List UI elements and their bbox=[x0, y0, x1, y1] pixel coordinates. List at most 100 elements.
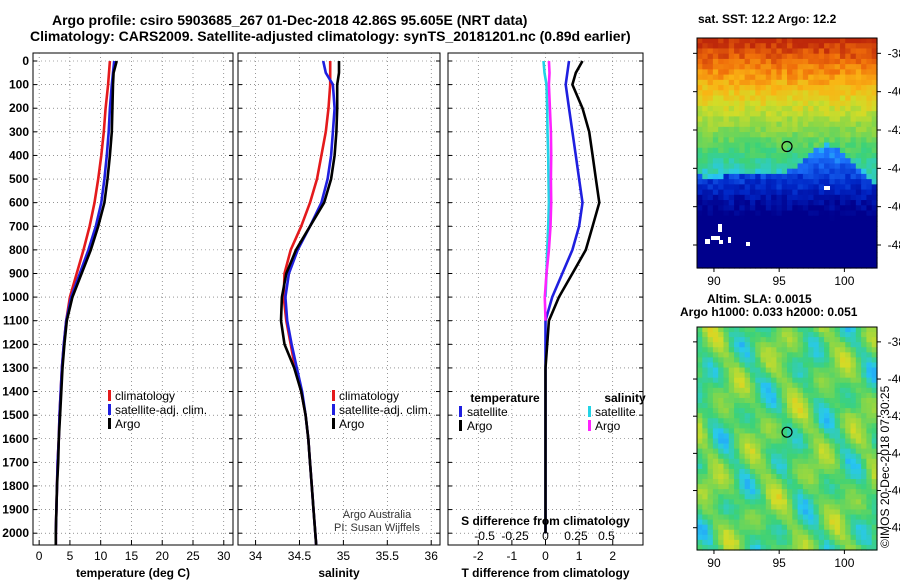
map-cell bbox=[797, 241, 804, 248]
map-cell bbox=[744, 463, 751, 470]
map-cell bbox=[734, 413, 740, 419]
map-cell bbox=[760, 377, 767, 384]
map-cell bbox=[718, 210, 725, 217]
map-cell bbox=[792, 428, 799, 435]
map-cell bbox=[871, 504, 878, 511]
map-cell bbox=[818, 205, 825, 212]
map-cell bbox=[718, 95, 725, 102]
map-cell bbox=[813, 158, 820, 165]
map-cell bbox=[776, 499, 783, 505]
map-cell bbox=[855, 362, 862, 369]
map-cell bbox=[855, 392, 862, 399]
map-cell bbox=[712, 252, 719, 259]
map-cell bbox=[845, 90, 852, 97]
map-cell bbox=[855, 387, 862, 394]
map-cell bbox=[802, 116, 809, 123]
map-cell bbox=[728, 448, 735, 455]
map-cell bbox=[771, 357, 778, 364]
map-cell bbox=[765, 142, 772, 149]
ytick-label: 400 bbox=[9, 148, 29, 162]
map-cell bbox=[728, 142, 735, 149]
map-cell bbox=[834, 173, 841, 180]
map-cell bbox=[765, 158, 772, 165]
map-cell bbox=[839, 58, 846, 65]
map-cell bbox=[787, 473, 793, 480]
map-cell bbox=[818, 257, 825, 264]
map-cell bbox=[744, 347, 751, 353]
map-cell bbox=[702, 473, 709, 480]
map-cell bbox=[765, 418, 772, 424]
map-cell bbox=[871, 423, 878, 429]
map-cell bbox=[792, 257, 799, 264]
map-cell bbox=[813, 231, 820, 238]
map-cell bbox=[792, 539, 799, 546]
map-cell bbox=[749, 408, 756, 414]
map-cell bbox=[855, 226, 862, 233]
legend-label: satellite-adj. clim. bbox=[115, 403, 207, 417]
map-cell bbox=[861, 484, 868, 490]
map-cell bbox=[787, 226, 793, 233]
map-cell bbox=[802, 132, 809, 138]
map-cell bbox=[734, 126, 740, 133]
map-cell bbox=[871, 90, 878, 97]
map-cell bbox=[818, 443, 825, 450]
map-ytick-label: -46 bbox=[888, 200, 900, 214]
map-cell bbox=[712, 377, 719, 384]
map-cell bbox=[813, 132, 820, 138]
map-cell bbox=[771, 126, 778, 133]
series-line-climatology bbox=[54, 60, 112, 545]
map-cell bbox=[845, 448, 852, 455]
map-group-sla-map bbox=[697, 327, 878, 551]
map-cell bbox=[728, 231, 735, 238]
map-cell bbox=[771, 200, 778, 206]
map-cell bbox=[787, 458, 793, 465]
map-cell bbox=[802, 484, 809, 490]
map-cell bbox=[834, 519, 841, 526]
map-cell bbox=[834, 347, 841, 353]
map-cell bbox=[792, 163, 799, 170]
map-cell bbox=[855, 90, 862, 97]
map-cell bbox=[749, 362, 756, 369]
map-cell bbox=[712, 443, 719, 450]
map-cell bbox=[829, 392, 836, 399]
map-cell bbox=[802, 142, 809, 149]
map-cell bbox=[787, 453, 793, 460]
map-cell bbox=[749, 438, 756, 445]
map-cell bbox=[808, 423, 815, 429]
map-cell bbox=[765, 337, 772, 343]
map-cell bbox=[861, 64, 868, 70]
map-cell bbox=[792, 147, 799, 154]
map-cell bbox=[850, 357, 857, 364]
map-cell bbox=[712, 403, 719, 409]
map-cell bbox=[702, 519, 709, 526]
map-cell bbox=[845, 458, 852, 465]
map-cell bbox=[855, 74, 862, 81]
map-cell bbox=[781, 121, 788, 128]
map-cell bbox=[755, 458, 762, 465]
map-cell bbox=[728, 85, 735, 91]
map-cell bbox=[728, 382, 735, 389]
map-cell bbox=[765, 215, 772, 222]
map-cell bbox=[866, 43, 873, 50]
map-cell bbox=[855, 262, 862, 269]
map-cell bbox=[839, 236, 846, 243]
map-cell bbox=[866, 342, 873, 348]
map-cell bbox=[792, 489, 799, 495]
map-cell bbox=[850, 137, 857, 144]
map-cell bbox=[787, 43, 793, 50]
map-cell bbox=[734, 69, 740, 76]
map-cell bbox=[702, 226, 709, 233]
map-cell bbox=[697, 142, 703, 149]
map-cell bbox=[718, 53, 725, 60]
map-cell bbox=[813, 438, 820, 445]
map-cell bbox=[808, 413, 815, 419]
xtick-label: 15 bbox=[125, 549, 139, 563]
map-cell bbox=[771, 132, 778, 138]
map-cell bbox=[818, 85, 825, 91]
map-cell bbox=[797, 226, 804, 233]
map-cell bbox=[697, 58, 703, 65]
map-cell bbox=[718, 387, 725, 394]
map-cell bbox=[739, 184, 746, 191]
map-cell bbox=[824, 179, 830, 185]
map-cell bbox=[808, 372, 815, 379]
